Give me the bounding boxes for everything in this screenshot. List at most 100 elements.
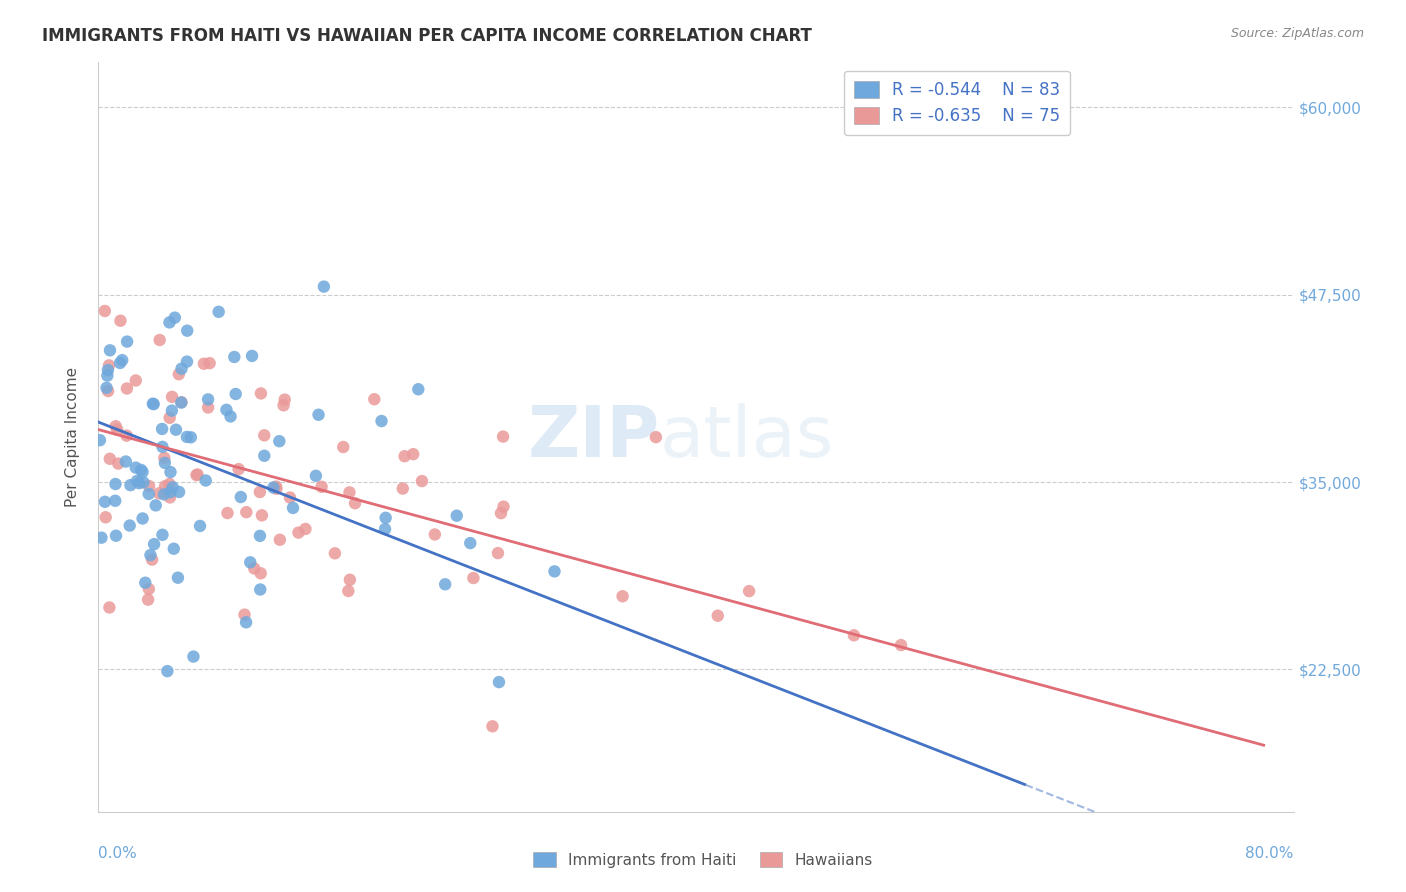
Point [149, 333, 172, 347]
Point [139, 548, 162, 562]
Point [339, 485, 361, 500]
Point [332, 440, 354, 454]
Point [97, 384, 120, 398]
Point [143, 537, 166, 551]
Point [253, 449, 276, 463]
Point [250, 508, 273, 523]
Point [120, 478, 142, 492]
Point [167, 368, 190, 382]
Point [90, 531, 112, 545]
Point [159, 465, 181, 479]
Point [159, 477, 181, 491]
Point [197, 401, 219, 415]
Point [239, 555, 262, 569]
Point [305, 468, 328, 483]
Point [138, 582, 160, 596]
Point [253, 428, 276, 442]
Point [125, 460, 148, 475]
Point [110, 314, 132, 328]
Point [176, 430, 198, 444]
Point [176, 354, 198, 368]
Point [363, 392, 385, 407]
Point [287, 525, 309, 540]
Point [98, 359, 121, 373]
Point [235, 615, 257, 630]
Point [159, 410, 181, 425]
Point [167, 484, 190, 499]
Point [170, 361, 193, 376]
Point [162, 480, 184, 494]
Point [243, 561, 266, 575]
Point [156, 664, 179, 678]
Point [215, 402, 238, 417]
Point [323, 546, 346, 560]
Point [240, 349, 263, 363]
Legend: R = -0.544    N = 83, R = -0.635    N = 75: R = -0.544 N = 83, R = -0.635 N = 75 [844, 70, 1070, 136]
Point [194, 474, 217, 488]
Point [391, 482, 413, 496]
Point [125, 474, 148, 488]
Point [97, 363, 120, 377]
Point [434, 577, 457, 591]
Y-axis label: Per Capita Income: Per Capita Income [65, 367, 80, 508]
Point [269, 533, 291, 547]
Point [107, 457, 129, 471]
Point [492, 429, 515, 443]
Point [136, 592, 159, 607]
Point [374, 522, 396, 536]
Point [183, 649, 205, 664]
Point [337, 584, 360, 599]
Point [249, 485, 271, 500]
Point [115, 334, 138, 349]
Point [129, 463, 152, 477]
Point [111, 353, 134, 368]
Point [159, 315, 181, 329]
Point [707, 608, 730, 623]
Point [186, 468, 208, 483]
Point [128, 476, 150, 491]
Point [193, 357, 215, 371]
Point [152, 528, 174, 542]
Point [262, 481, 284, 495]
Point [543, 565, 565, 579]
Point [188, 519, 211, 533]
Point [180, 430, 202, 444]
Point [131, 511, 153, 525]
Point [170, 395, 193, 409]
Point [167, 571, 190, 585]
Point [152, 440, 174, 454]
Point [98, 451, 121, 466]
Point [423, 527, 446, 541]
Point [339, 573, 361, 587]
Point [312, 279, 335, 293]
Point [264, 479, 287, 493]
Point [89, 433, 111, 447]
Point [481, 719, 503, 733]
Point [890, 638, 912, 652]
Point [489, 506, 512, 520]
Text: ZIP: ZIP [527, 402, 661, 472]
Point [105, 423, 128, 437]
Legend: Immigrants from Haiti, Hawaiians: Immigrants from Haiti, Hawaiians [526, 844, 880, 875]
Point [98, 343, 121, 358]
Point [370, 414, 392, 428]
Point [160, 390, 183, 404]
Point [250, 386, 273, 401]
Point [142, 397, 165, 411]
Point [131, 465, 153, 479]
Point [219, 409, 242, 424]
Point [249, 582, 271, 597]
Point [176, 324, 198, 338]
Point [150, 422, 173, 436]
Point [612, 589, 634, 603]
Point [463, 571, 485, 585]
Point [186, 467, 208, 482]
Point [266, 482, 288, 496]
Point [94, 304, 117, 318]
Point [644, 430, 666, 444]
Point [225, 387, 247, 401]
Text: Source: ZipAtlas.com: Source: ZipAtlas.com [1230, 27, 1364, 40]
Point [134, 575, 156, 590]
Point [94, 510, 117, 524]
Point [165, 423, 187, 437]
